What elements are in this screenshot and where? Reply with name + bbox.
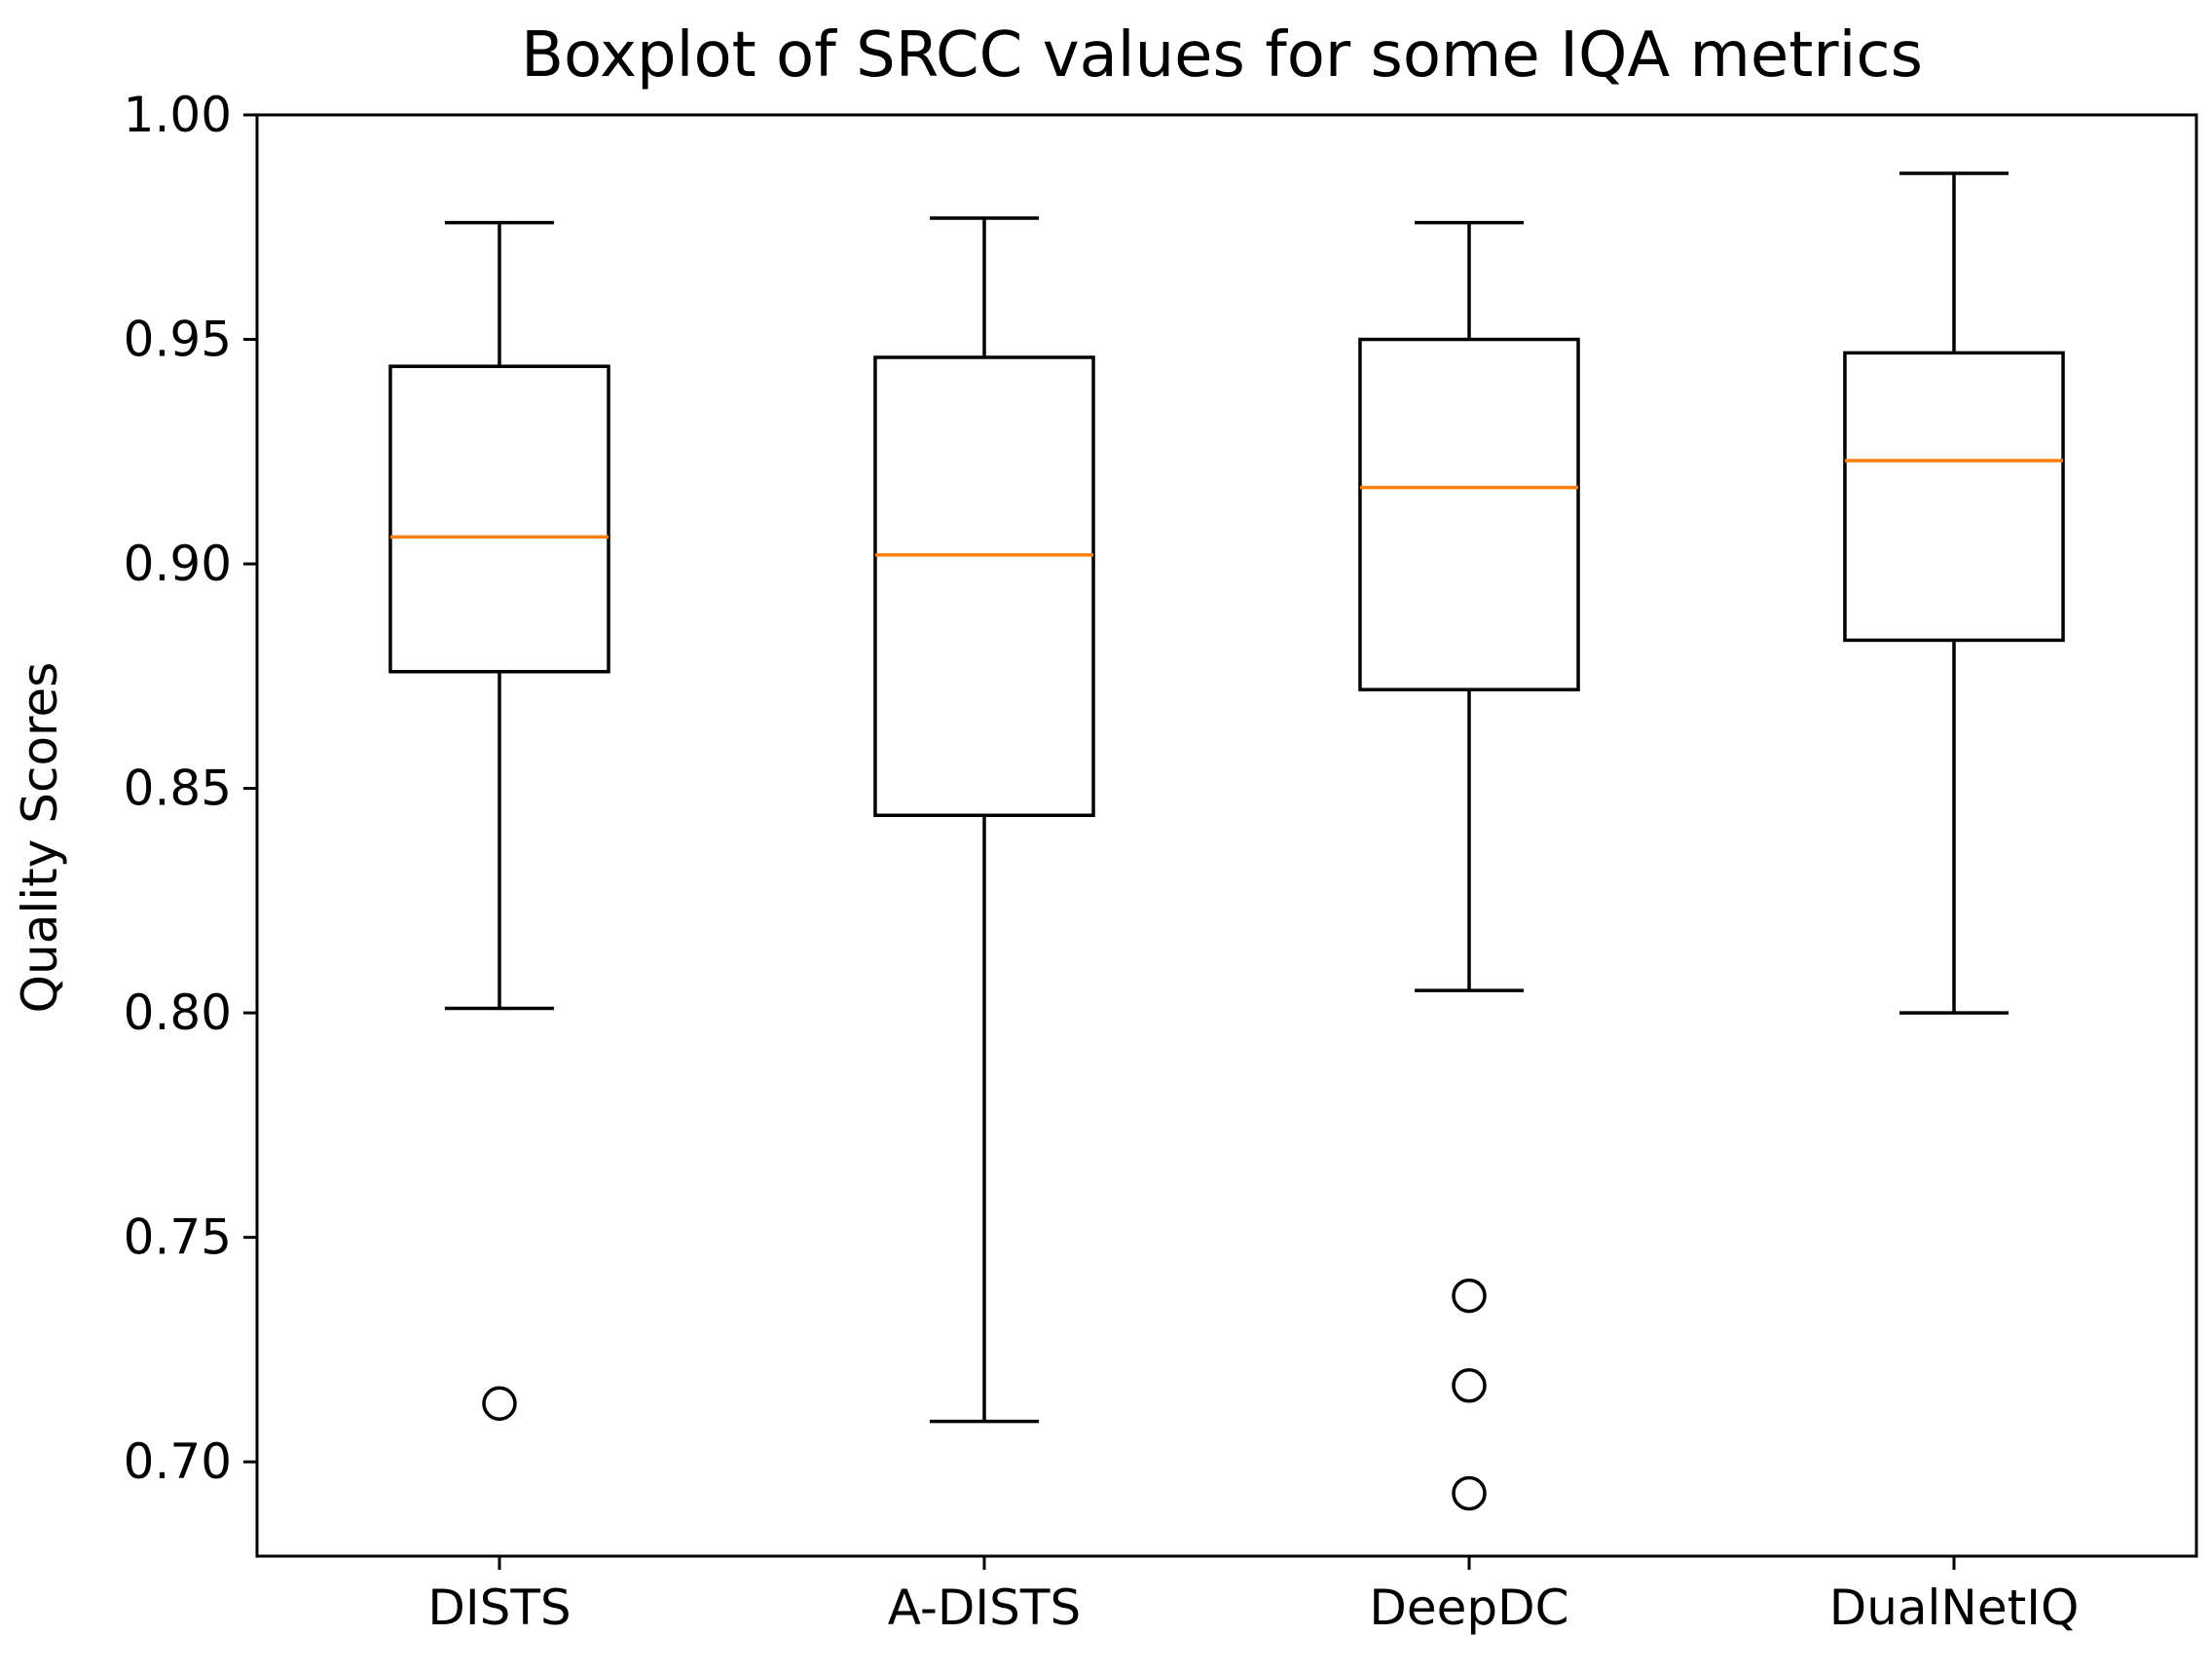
outlier-point — [1452, 1475, 1487, 1511]
box — [1358, 337, 1580, 691]
plot-area: 0.70 0.75 0.80 0.85 0.90 0.95 1.00 DISTS A-DISTS… — [124, 87, 2080, 1636]
y-tick-label: 0.85 — [124, 761, 232, 817]
chart-title: Boxplot of SRCC values for some IQA metr… — [521, 19, 1923, 92]
y-tick-label: 0.70 — [124, 1433, 232, 1490]
x-tick-label: DeepDC — [1369, 1580, 1568, 1636]
y-tick-label: 1.00 — [124, 87, 232, 143]
box — [388, 364, 610, 674]
x-tick-label: DISTS — [427, 1580, 571, 1636]
y-axis-label: Quality Scores — [12, 662, 68, 1014]
y-tick-label: 0.80 — [124, 985, 232, 1041]
box — [873, 355, 1095, 818]
x-tick-label: A-DISTS — [888, 1580, 1081, 1636]
y-tick-label: 0.95 — [124, 312, 232, 368]
plot-frame — [255, 113, 2198, 1558]
y-tick-label: 0.75 — [124, 1209, 232, 1266]
x-tick-label: DualNetIQ — [1829, 1580, 2080, 1636]
outlier-point — [482, 1386, 517, 1421]
box — [1843, 351, 2065, 643]
y-tick-label: 0.90 — [124, 536, 232, 592]
outlier-point — [1452, 1368, 1487, 1403]
outlier-point — [1452, 1278, 1487, 1314]
